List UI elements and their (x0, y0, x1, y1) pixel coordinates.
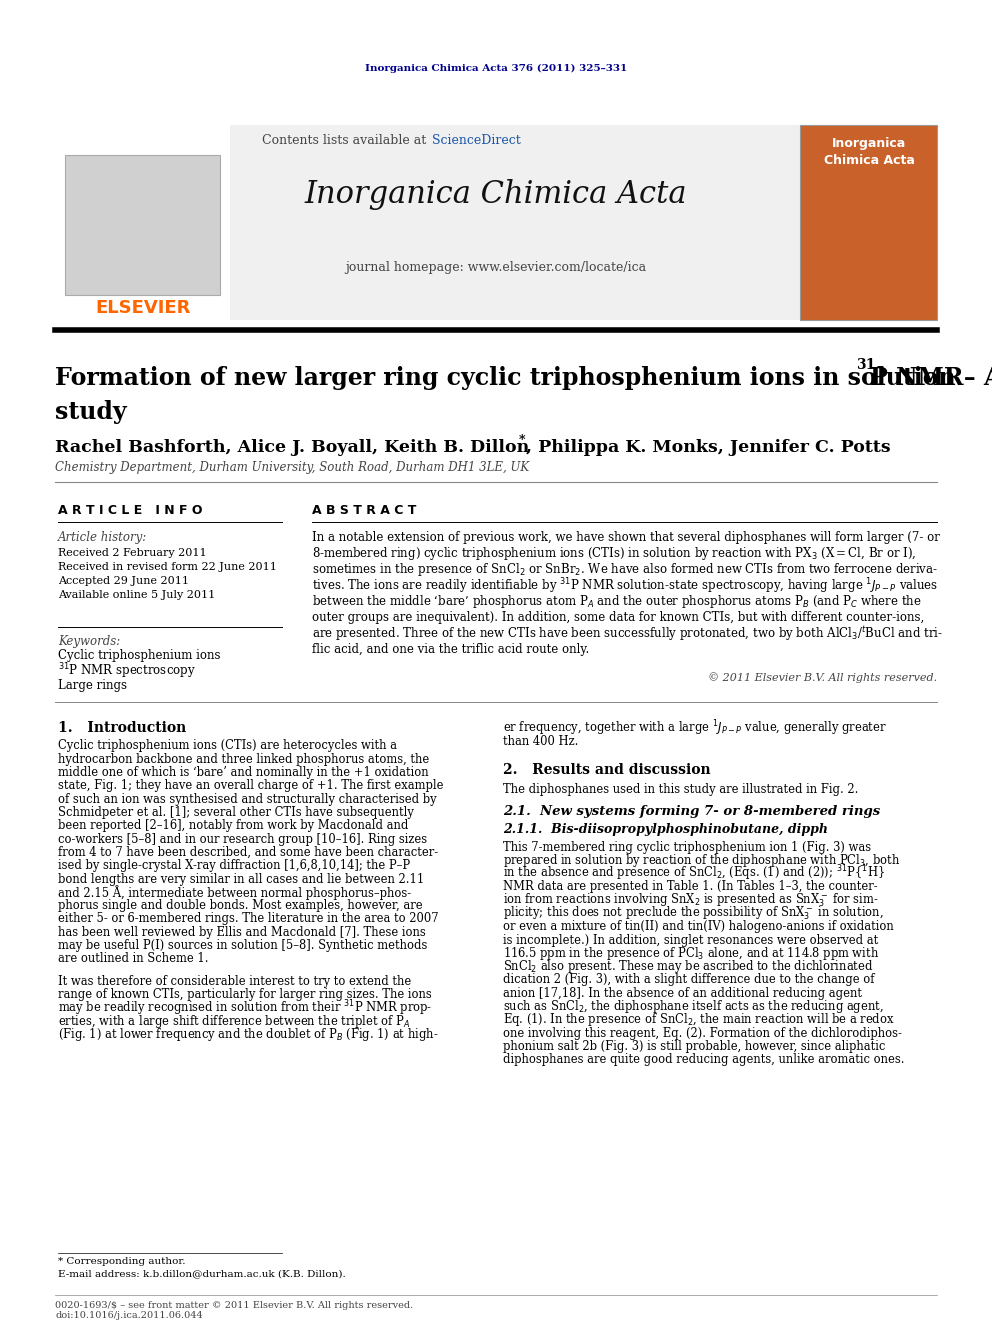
Text: 31: 31 (856, 359, 875, 372)
Text: Large rings: Large rings (58, 680, 127, 692)
Text: been reported [2–16], notably from work by Macdonald and: been reported [2–16], notably from work … (58, 819, 409, 832)
Text: This 7-membered ring cyclic triphosphenium ion 1 (Fig. 3) was: This 7-membered ring cyclic triphospheni… (503, 840, 871, 853)
Text: 1.   Introduction: 1. Introduction (58, 721, 186, 736)
FancyBboxPatch shape (55, 124, 937, 320)
Text: and 2.15 Å, intermediate between normal phosphorus–phos-: and 2.15 Å, intermediate between normal … (58, 885, 411, 900)
Text: In a notable extension of previous work, we have shown that several diphosphanes: In a notable extension of previous work,… (312, 532, 939, 545)
Text: may be useful P(I) sources in solution [5–8]. Synthetic methods: may be useful P(I) sources in solution [… (58, 939, 428, 953)
Text: such as SnCl$_2$, the diphosphane itself acts as the reducing agent,: such as SnCl$_2$, the diphosphane itself… (503, 998, 884, 1015)
Text: study: study (55, 400, 127, 423)
Text: SnCl$_2$ also present. These may be ascribed to the dichlorinated: SnCl$_2$ also present. These may be ascr… (503, 958, 873, 975)
Text: journal homepage: www.elsevier.com/locate/ica: journal homepage: www.elsevier.com/locat… (345, 262, 647, 274)
Text: It was therefore of considerable interest to try to extend the: It was therefore of considerable interes… (58, 975, 412, 987)
Text: from 4 to 7 have been described, and some have been character-: from 4 to 7 have been described, and som… (58, 845, 438, 859)
Text: *: * (519, 434, 526, 447)
Text: may be readily recognised in solution from their $^{31}$P NMR prop-: may be readily recognised in solution fr… (58, 998, 433, 1017)
Text: prepared in solution by reaction of the diphosphane with PCl$_3$, both: prepared in solution by reaction of the … (503, 852, 901, 869)
Text: either 5- or 6-membered rings. The literature in the area to 2007: either 5- or 6-membered rings. The liter… (58, 913, 438, 925)
Text: bond lengths are very similar in all cases and lie between 2.11: bond lengths are very similar in all cas… (58, 872, 425, 885)
Text: $^{31}$P NMR spectroscopy: $^{31}$P NMR spectroscopy (58, 662, 195, 681)
Text: or even a mixture of tin(II) and tin(IV) halogeno-anions if oxidation: or even a mixture of tin(II) and tin(IV)… (503, 921, 894, 933)
Text: Inorganica Chimica Acta: Inorganica Chimica Acta (305, 180, 687, 210)
Text: Article history:: Article history: (58, 532, 147, 545)
Text: Chemistry Department, Durham University, South Road, Durham DH1 3LE, UK: Chemistry Department, Durham University,… (55, 460, 529, 474)
Text: of such an ion was synthesised and structurally characterised by: of such an ion was synthesised and struc… (58, 792, 436, 806)
Text: A R T I C L E   I N F O: A R T I C L E I N F O (58, 504, 202, 516)
Text: plicity; this does not preclude the possibility of SnX$_3^-$ in solution,: plicity; this does not preclude the poss… (503, 905, 884, 922)
FancyBboxPatch shape (55, 124, 230, 320)
Text: 2.1.  New systems forming 7- or 8-membered rings: 2.1. New systems forming 7- or 8-membere… (503, 806, 880, 819)
Text: one involving this reagent, Eq. (2). Formation of the dichlorodiphos-: one involving this reagent, Eq. (2). For… (503, 1027, 902, 1040)
Text: phorus single and double bonds. Most examples, however, are: phorus single and double bonds. Most exa… (58, 900, 423, 912)
Text: Received 2 February 2011: Received 2 February 2011 (58, 548, 206, 558)
Text: Accepted 29 June 2011: Accepted 29 June 2011 (58, 576, 189, 586)
Text: middle one of which is ‘bare’ and nominally in the +1 oxidation: middle one of which is ‘bare’ and nomina… (58, 766, 429, 779)
Text: ised by single-crystal X-ray diffraction [1,6,8,10,14]; the P–P: ised by single-crystal X-ray diffraction… (58, 859, 410, 872)
Text: 0020-1693/$ – see front matter © 2011 Elsevier B.V. All rights reserved.: 0020-1693/$ – see front matter © 2011 El… (55, 1301, 414, 1310)
Text: Cyclic triphosphenium ions (CTIs) are heterocycles with a: Cyclic triphosphenium ions (CTIs) are he… (58, 740, 397, 753)
FancyBboxPatch shape (65, 155, 220, 295)
Text: Keywords:: Keywords: (58, 635, 120, 647)
Text: Schmidpeter et al. [1]; several other CTIs have subsequently: Schmidpeter et al. [1]; several other CT… (58, 806, 414, 819)
Text: doi:10.1016/j.ica.2011.06.044: doi:10.1016/j.ica.2011.06.044 (55, 1311, 202, 1320)
Text: (Fig. 1) at lower frequency and the doublet of P$_B$ (Fig. 1) at high-: (Fig. 1) at lower frequency and the doub… (58, 1025, 438, 1043)
Text: , Philippa K. Monks, Jennifer C. Potts: , Philippa K. Monks, Jennifer C. Potts (526, 438, 891, 455)
Text: Rachel Bashforth, Alice J. Boyall, Keith B. Dillon: Rachel Bashforth, Alice J. Boyall, Keith… (55, 438, 536, 455)
Text: phonium salt 2b (Fig. 3) is still probable, however, since aliphatic: phonium salt 2b (Fig. 3) is still probab… (503, 1040, 886, 1053)
Text: A B S T R A C T: A B S T R A C T (312, 504, 417, 516)
Text: outer groups are inequivalent). In addition, some data for known CTIs, but with : outer groups are inequivalent). In addit… (312, 611, 925, 624)
Text: are presented. Three of the new CTIs have been successfully protonated, two by b: are presented. Three of the new CTIs hav… (312, 624, 943, 643)
Text: is incomplete.) In addition, singlet resonances were observed at: is incomplete.) In addition, singlet res… (503, 934, 878, 946)
Text: The diphosphanes used in this study are illustrated in Fig. 2.: The diphosphanes used in this study are … (503, 783, 858, 796)
Text: er frequency, together with a large $^1J_{P-P}$ value, generally greater: er frequency, together with a large $^1J… (503, 718, 887, 738)
Text: Formation of new larger ring cyclic triphosphenium ions in solution – A: Formation of new larger ring cyclic trip… (55, 366, 992, 390)
Text: © 2011 Elsevier B.V. All rights reserved.: © 2011 Elsevier B.V. All rights reserved… (708, 672, 937, 684)
Text: has been well reviewed by Ellis and Macdonald [7]. These ions: has been well reviewed by Ellis and Macd… (58, 926, 426, 939)
Text: 2.1.1.  Bis-diisopropylphosphinobutane, dipph: 2.1.1. Bis-diisopropylphosphinobutane, d… (503, 823, 828, 836)
Text: Available online 5 July 2011: Available online 5 July 2011 (58, 590, 215, 601)
FancyBboxPatch shape (800, 124, 937, 320)
Text: hydrocarbon backbone and three linked phosphorus atoms, the: hydrocarbon backbone and three linked ph… (58, 753, 430, 766)
Text: Inorganica Chimica Acta 376 (2011) 325–331: Inorganica Chimica Acta 376 (2011) 325–3… (365, 64, 627, 73)
Text: Cyclic triphosphenium ions: Cyclic triphosphenium ions (58, 650, 220, 663)
Text: anion [17,18]. In the absence of an additional reducing agent: anion [17,18]. In the absence of an addi… (503, 987, 862, 1000)
Text: Eq. (1). In the presence of SnCl$_2$, the main reaction will be a redox: Eq. (1). In the presence of SnCl$_2$, th… (503, 1011, 895, 1028)
Text: state, Fig. 1; they have an overall charge of +1. The first example: state, Fig. 1; they have an overall char… (58, 779, 443, 792)
Text: between the middle ‘bare’ phosphorus atom P$_A$ and the outer phosphorus atoms P: between the middle ‘bare’ phosphorus ato… (312, 594, 922, 610)
Text: in the absence and presence of SnCl$_2$, (Eqs. (1) and (2)); $^{31}$P{$^1$H}: in the absence and presence of SnCl$_2$,… (503, 864, 885, 884)
Text: ELSEVIER: ELSEVIER (95, 299, 190, 318)
Text: flic acid, and one via the triflic acid route only.: flic acid, and one via the triflic acid … (312, 643, 589, 656)
Text: 2.   Results and discussion: 2. Results and discussion (503, 763, 710, 777)
Text: Received in revised form 22 June 2011: Received in revised form 22 June 2011 (58, 562, 277, 572)
Text: Inorganica
Chimica Acta: Inorganica Chimica Acta (823, 138, 915, 167)
Text: range of known CTIs, particularly for larger ring sizes. The ions: range of known CTIs, particularly for la… (58, 988, 432, 1002)
Text: Contents lists available at: Contents lists available at (262, 134, 430, 147)
Text: are outlined in Scheme 1.: are outlined in Scheme 1. (58, 953, 208, 966)
Text: 116.5 ppm in the presence of PCl$_3$ alone, and at 114.8 ppm with: 116.5 ppm in the presence of PCl$_3$ alo… (503, 945, 879, 962)
Text: dication 2 (Fig. 3), with a slight difference due to the change of: dication 2 (Fig. 3), with a slight diffe… (503, 974, 875, 987)
Text: 8-membered ring) cyclic triphosphenium ions (CTIs) in solution by reaction with : 8-membered ring) cyclic triphosphenium i… (312, 545, 917, 562)
Text: diphosphanes are quite good reducing agents, unlike aromatic ones.: diphosphanes are quite good reducing age… (503, 1053, 905, 1066)
Text: P NMR: P NMR (870, 366, 963, 390)
Text: ion from reactions involving SnX$_2$ is presented as SnX$_3^-$ for sim-: ion from reactions involving SnX$_2$ is … (503, 892, 879, 909)
Text: ScienceDirect: ScienceDirect (432, 134, 521, 147)
Text: erties, with a large shift difference between the triplet of P$_A$: erties, with a large shift difference be… (58, 1012, 410, 1029)
Text: than 400 Hz.: than 400 Hz. (503, 734, 578, 747)
Text: * Corresponding author.: * Corresponding author. (58, 1257, 186, 1266)
Text: NMR data are presented in Table 1. (In Tables 1–3, the counter-: NMR data are presented in Table 1. (In T… (503, 880, 878, 893)
Text: E-mail address: k.b.dillon@durham.ac.uk (K.B. Dillon).: E-mail address: k.b.dillon@durham.ac.uk … (58, 1270, 346, 1278)
Text: co-workers [5–8] and in our research group [10–16]. Ring sizes: co-workers [5–8] and in our research gro… (58, 832, 428, 845)
Text: tives. The ions are readily identifiable by $^{31}$P NMR solution-state spectros: tives. The ions are readily identifiable… (312, 577, 938, 595)
Text: sometimes in the presence of SnCl$_2$ or SnBr$_2$. We have also formed new CTIs : sometimes in the presence of SnCl$_2$ or… (312, 561, 938, 578)
